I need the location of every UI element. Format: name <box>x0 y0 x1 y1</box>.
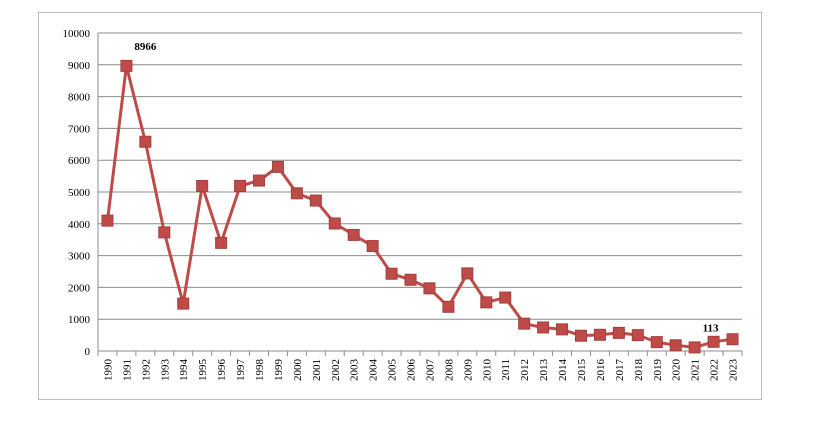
x-tick-label: 2010 <box>481 359 493 382</box>
x-tick-label: 1995 <box>197 359 209 382</box>
x-tick-label: 1996 <box>216 359 228 382</box>
data-point-marker <box>556 323 569 336</box>
data-point-marker <box>669 339 682 352</box>
data-point-marker <box>347 228 360 241</box>
x-tick-label: 1990 <box>102 359 114 382</box>
x-tick-label: 2019 <box>652 359 664 382</box>
y-tick-label: 5000 <box>68 187 91 199</box>
data-point-marker <box>461 267 474 280</box>
x-tick-label: 2020 <box>671 359 683 382</box>
y-tick-label: 9000 <box>68 60 91 72</box>
x-tick-label: 1991 <box>121 359 133 381</box>
y-tick-label: 0 <box>85 346 91 358</box>
x-tick-label: 2009 <box>462 359 474 382</box>
data-point-marker <box>707 335 720 348</box>
x-tick-label: 2023 <box>728 359 740 382</box>
data-label: 113 <box>703 322 719 334</box>
x-tick-label: 2000 <box>292 359 304 382</box>
data-point-marker <box>631 329 644 342</box>
x-tick-label: 2004 <box>368 359 380 382</box>
data-point-marker <box>120 59 133 72</box>
x-tick-label: 2007 <box>424 359 436 382</box>
x-tick-label: 2017 <box>614 359 626 382</box>
data-point-marker <box>593 328 606 341</box>
data-point-marker <box>177 297 190 310</box>
x-tick-label: 1997 <box>235 359 247 382</box>
x-tick-label: 2021 <box>690 359 702 381</box>
data-point-marker <box>650 336 663 349</box>
y-tick-label: 10000 <box>63 28 91 40</box>
data-point-marker <box>499 291 512 304</box>
data-point-marker <box>480 296 493 309</box>
axes <box>97 33 743 356</box>
x-axis-tick-labels: 1990 1991 1992 1993 1994 1995 1996 1997 1998 1999… <box>102 359 739 382</box>
data-point-marker <box>101 214 114 227</box>
data-point-marker <box>442 300 455 313</box>
x-tick-label: 2016 <box>595 359 607 382</box>
data-point-marker <box>537 321 550 334</box>
series-line-path <box>106 64 733 349</box>
y-tick-label: 7000 <box>68 123 91 135</box>
data-point-marker <box>309 194 322 207</box>
data-point-marker <box>139 135 152 148</box>
x-tick-label: 2018 <box>633 359 645 382</box>
x-tick-label: 2015 <box>576 359 588 382</box>
data-point-marker <box>271 160 284 173</box>
data-point-marker <box>215 236 228 249</box>
data-labels: 8966 113 <box>134 41 719 335</box>
data-point-marker <box>290 187 303 200</box>
x-tick-label: 1992 <box>140 359 152 381</box>
x-tick-label: 1994 <box>178 359 190 382</box>
y-tick-label: 8000 <box>68 92 91 104</box>
y-tick-label: 3000 <box>68 251 91 263</box>
x-tick-label: 1993 <box>159 359 171 382</box>
data-point-marker <box>575 329 587 342</box>
x-tick-label: 1999 <box>273 359 285 382</box>
data-point-marker <box>253 174 265 187</box>
data-point-marker <box>196 179 209 192</box>
x-tick-label: 2014 <box>557 359 569 382</box>
data-point-marker <box>518 317 531 330</box>
x-tick-label: 2002 <box>330 359 342 381</box>
y-tick-label: 6000 <box>68 155 91 167</box>
data-point-marker <box>404 273 417 286</box>
data-point-marker <box>612 326 625 339</box>
x-tick-label: 2012 <box>519 359 531 381</box>
x-tick-label: 2003 <box>349 359 361 382</box>
x-tick-label: 2005 <box>387 359 399 382</box>
data-point-marker <box>423 282 436 295</box>
x-tick-label: 2006 <box>406 359 418 382</box>
y-tick-label: 1000 <box>68 314 91 326</box>
data-point-marker <box>366 240 379 253</box>
series-line <box>106 64 733 349</box>
data-point-marker <box>385 267 398 280</box>
x-tick-label: 2008 <box>443 359 455 382</box>
x-tick-label: 2022 <box>709 359 721 381</box>
y-tick-label: 2000 <box>68 282 91 294</box>
x-tick-label: 2011 <box>500 359 512 381</box>
y-axis-tick-labels: 0 1000 2000 3000 4000 5000 6000 7000 8000 9000 100… <box>63 28 91 358</box>
x-tick-label: 2001 <box>311 359 323 381</box>
x-tick-label: 2013 <box>538 359 550 382</box>
data-point-marker <box>158 226 171 239</box>
series-markers <box>101 59 739 354</box>
gridlines <box>98 32 742 320</box>
data-label: 8966 <box>134 41 157 53</box>
data-point-marker <box>328 217 341 230</box>
data-point-marker <box>688 341 701 354</box>
x-tick-label: 1998 <box>254 359 266 382</box>
data-point-marker <box>726 333 739 346</box>
data-point-marker <box>234 179 247 192</box>
y-tick-label: 4000 <box>68 219 91 231</box>
